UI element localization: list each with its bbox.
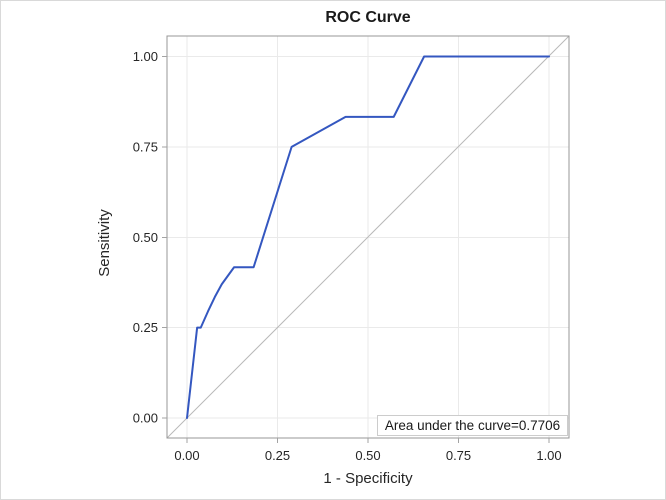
y-tick-label: 0.50 <box>133 230 158 245</box>
auc-annotation: Area under the curve=0.7706 <box>377 415 568 436</box>
roc-curve-line <box>186 55 550 419</box>
x-tick-label: 0.25 <box>265 448 290 463</box>
x-tick-label: 0.00 <box>174 448 199 463</box>
y-tick-label: 1.00 <box>133 49 158 64</box>
x-axis-label: 1 - Specificity <box>323 470 413 487</box>
x-tick-label: 1.00 <box>536 448 561 463</box>
reference-diagonal-line <box>166 35 570 439</box>
chart-title: ROC Curve <box>325 9 411 26</box>
y-tick-label: 0.00 <box>133 411 158 426</box>
x-tick-label: 0.75 <box>446 448 471 463</box>
y-tick-label: 0.75 <box>133 139 158 154</box>
y-tick-label: 0.25 <box>133 320 158 335</box>
x-tick-label: 0.50 <box>355 448 380 463</box>
